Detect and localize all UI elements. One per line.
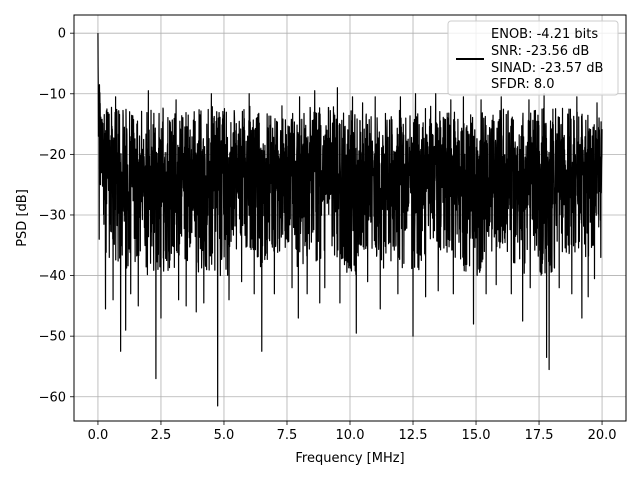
y-tick-label: −30 bbox=[39, 208, 66, 223]
x-axis-ticks: 0.0 2.5 5.0 7.5 10.0 12.5 15.0 17.5 20.0 bbox=[88, 421, 617, 443]
x-tick-label: 10.0 bbox=[336, 428, 365, 443]
x-tick-label: 20.0 bbox=[588, 428, 617, 443]
y-axis-ticks: 0 −10 −20 −30 −40 −50 −60 bbox=[39, 27, 74, 405]
y-tick-label: −40 bbox=[39, 269, 66, 284]
psd-series-line bbox=[97, 33, 603, 407]
legend-sinad: SINAD: -23.57 dB bbox=[491, 61, 603, 76]
y-tick-label: −60 bbox=[39, 390, 66, 405]
y-tick-label: −50 bbox=[39, 330, 66, 345]
data-layer bbox=[97, 33, 603, 407]
legend-snr: SNR: -23.56 dB bbox=[491, 44, 589, 59]
x-tick-label: 7.5 bbox=[277, 428, 298, 443]
x-tick-label: 2.5 bbox=[151, 428, 172, 443]
legend-sfdr: SFDR: 8.0 bbox=[491, 77, 555, 92]
legend: ENOB: -4.21 bits SNR: -23.56 dB SINAD: -… bbox=[447, 20, 619, 96]
x-tick-label: 17.5 bbox=[525, 428, 554, 443]
y-tick-label: −10 bbox=[39, 87, 66, 102]
x-tick-label: 12.5 bbox=[399, 428, 428, 443]
x-axis-label: Frequency [MHz] bbox=[295, 451, 404, 466]
x-tick-label: 0.0 bbox=[88, 428, 109, 443]
y-axis-label: PSD [dB] bbox=[15, 189, 30, 247]
x-tick-label: 5.0 bbox=[214, 428, 235, 443]
y-tick-label: −20 bbox=[39, 148, 66, 163]
legend-box bbox=[447, 20, 619, 96]
x-tick-label: 15.0 bbox=[462, 428, 491, 443]
y-tick-label: 0 bbox=[58, 27, 66, 42]
legend-enob: ENOB: -4.21 bits bbox=[491, 27, 598, 42]
